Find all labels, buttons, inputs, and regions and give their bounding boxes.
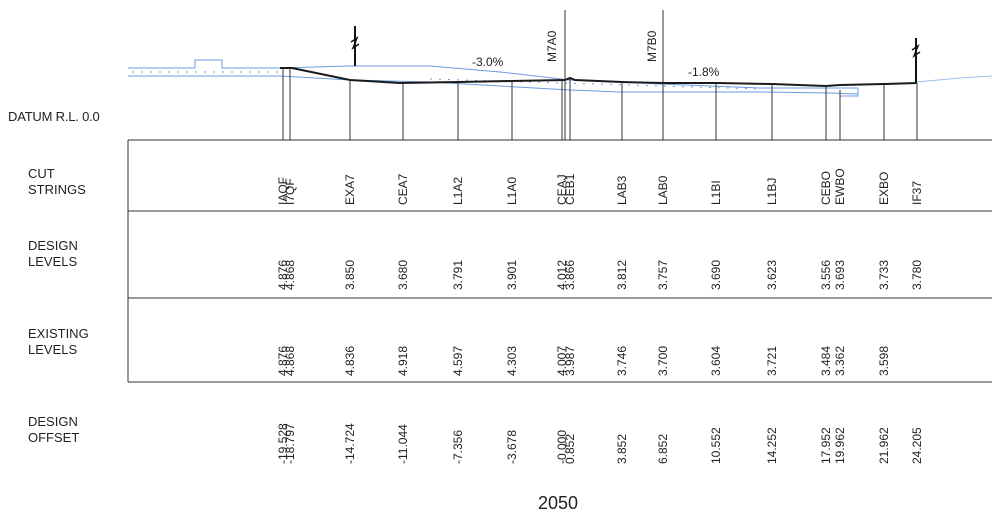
station-string-value: IAQF (276, 177, 290, 205)
station-string-value: LAB0 (656, 175, 670, 205)
station-design-value: 3.791 (451, 260, 465, 290)
station-offset-value: 10.552 (709, 427, 723, 464)
marker-m7a0-text: M7A0 (545, 30, 559, 62)
break-marker-left (350, 26, 360, 66)
row-label-cut-strings: CUT STRINGS (28, 166, 86, 198)
station-offset-value: 3.852 (615, 434, 629, 464)
station-design-value: 3.690 (709, 260, 723, 290)
station-design-value: 3.901 (505, 260, 519, 290)
station-offset-value: 6.852 (656, 434, 670, 464)
marker-m7b0-text: M7B0 (645, 30, 659, 62)
station-layer: IAQF 4.876 4.876 -19.528 I7QF 4.868 4.868 -18.7… (276, 68, 924, 464)
station-existing-value: 4.918 (396, 346, 410, 376)
design-surface (280, 67, 918, 88)
station-design-value: 3.680 (396, 260, 410, 290)
station-existing-value: 3.987 (563, 346, 577, 376)
station-existing-value: 3.746 (615, 346, 629, 376)
station-string-value: CEB1 (563, 173, 577, 205)
station-string-value: IF37 (910, 181, 924, 205)
station-string-value: EXA7 (343, 174, 357, 205)
row-label-line-1: EXISTING (28, 326, 89, 341)
station-offset-value: 0.852 (563, 434, 577, 464)
station-string-value: EXBO (877, 172, 891, 205)
station-existing-value: 3.484 (819, 346, 833, 376)
station-design-value: 3.757 (656, 260, 670, 290)
station-existing-value: 4.303 (505, 346, 519, 376)
station-string-value: I7QF (283, 178, 297, 205)
table-frame (127, 139, 992, 383)
station-design-value: 4.876 (276, 260, 290, 290)
station-existing-value: 3.362 (833, 346, 847, 376)
station-string-value: EWBO (833, 168, 847, 205)
station-offset-value: -18.797 (283, 423, 297, 464)
station-offset-value: 24.205 (910, 427, 924, 464)
station-design-value: 3.556 (819, 260, 833, 290)
station-offset-value: -14.724 (343, 423, 357, 464)
station-string-value: CEA7 (396, 173, 410, 205)
row-label-line-2: LEVELS (28, 342, 78, 357)
station-existing-value: 3.598 (877, 346, 891, 376)
station-offset-value: -3.678 (505, 430, 519, 464)
station-string-value: L1A0 (505, 177, 519, 205)
row-label-design-levels: DESIGN LEVELS (28, 238, 78, 270)
station-existing-value: 3.721 (765, 346, 779, 376)
station-existing-value: 4.836 (343, 346, 357, 376)
station-string-value: LAB3 (615, 175, 629, 205)
station-string-value: L1A2 (451, 177, 465, 205)
station-existing-value: 4.876 (276, 346, 290, 376)
row-label-design-offset: DESIGN OFFSET (28, 414, 79, 446)
row-label-line-1: DESIGN (28, 238, 78, 253)
station-design-value: 3.812 (615, 260, 629, 290)
station-existing-value: 3.700 (656, 346, 670, 376)
station-offset-value: 21.962 (877, 427, 891, 464)
station-existing-value: 4.007 (555, 346, 569, 376)
station-design-value: 3.780 (910, 260, 924, 290)
station-offset-value: 14.252 (765, 427, 779, 464)
existing-surface (128, 59, 992, 97)
row-label-existing-levels: EXISTING LEVELS (28, 326, 89, 358)
grade-left-text: -3.0% (472, 55, 504, 69)
row-label-line-1: DESIGN (28, 414, 78, 429)
break-marker-right (911, 38, 921, 82)
station-string-value: CEAJ (555, 174, 569, 205)
row-label-line-1: CUT (28, 166, 55, 181)
row-label-line-2: LEVELS (28, 254, 78, 269)
station-offset-value: 19.962 (833, 427, 847, 464)
station-design-value: 4.868 (283, 260, 297, 290)
station-design-value: 3.733 (877, 260, 891, 290)
station-existing-value: 3.604 (709, 346, 723, 376)
row-label-line-2: OFFSET (28, 430, 80, 445)
station-offset-value: -0.000 (555, 430, 569, 464)
station-string-value: L1BI (709, 180, 723, 205)
station-offset-value: -11.044 (396, 424, 410, 464)
station-existing-value: 4.868 (283, 346, 297, 376)
station-offset-value: 17.952 (819, 427, 833, 464)
station-existing-value: 4.597 (451, 346, 465, 376)
row-label-line-2: STRINGS (28, 182, 86, 197)
station-design-value: 4.012 (555, 260, 569, 290)
station-design-value: 3.850 (343, 260, 357, 290)
datum-label: DATUM R.L. 0.0 (8, 109, 100, 124)
section-label: 2050 (538, 493, 579, 513)
station-design-value: 3.623 (765, 260, 779, 290)
station-offset-value: -19.528 (276, 423, 290, 464)
station-string-value: CEBO (819, 171, 833, 205)
station-design-value: 3.693 (833, 260, 847, 290)
station-string-value: L1BJ (765, 178, 779, 205)
station-offset-value: -7.356 (451, 430, 465, 464)
grade-right-text: -1.8% (688, 65, 720, 79)
station-design-value: 3.866 (563, 260, 577, 290)
